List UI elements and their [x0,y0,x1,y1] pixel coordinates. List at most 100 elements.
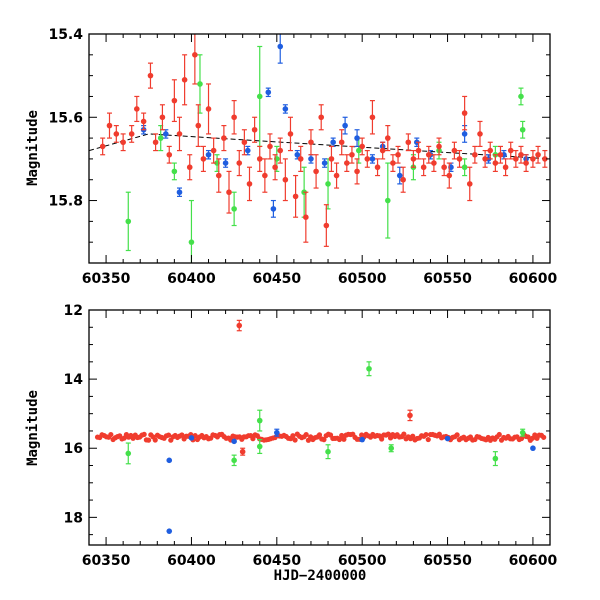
top-red-point [318,114,325,121]
top-red-point [466,181,473,187]
top-red-point [292,193,299,200]
top-blue-point [369,156,376,162]
top-green-point [188,239,195,245]
top-red-point [262,172,268,179]
top-red-point [369,114,376,121]
top-blue-point [294,151,301,158]
bottom-band-point [292,437,298,443]
top-red-point [186,164,193,171]
top-blue-point [163,131,169,137]
bottom-band-point [165,432,172,438]
top-red-point [231,114,237,121]
top-blue-point [461,131,468,137]
top-red-point [195,122,202,129]
top-red-point [535,151,541,158]
top-red-point [384,135,391,141]
bottom-band-point [303,432,309,438]
top-red-point [221,135,227,141]
top-red-point [134,106,140,112]
top-red-point [147,72,154,79]
bottom-band-point [321,437,327,443]
top-red-point [507,147,514,154]
top-green-point [256,93,263,100]
bottom-blue-point [166,457,173,464]
top-red-point [482,156,488,162]
bottom-red-point [407,412,413,419]
top-red-point [128,131,135,137]
top-blue-point [176,189,183,196]
bottom-band-point [541,434,547,440]
top-blue-point [265,89,272,96]
top-green-point [518,93,524,100]
bottom-band-point [145,437,152,443]
top-red-point [106,122,113,129]
bottom-band-point [423,431,429,438]
top-plot-area [89,34,550,263]
top-red-point [323,222,330,229]
top-axes: 60350 60400 60450 60500 60550 60600 15.4 15.6 15… [48,27,557,287]
bottom-x-tick-label: 60500 [338,553,387,569]
top-red-point [523,160,529,166]
top-red-point [461,110,468,116]
bottom-green-point [256,443,263,450]
x-axis-label: HJD−2400000 [274,568,367,584]
top-green-point [384,197,391,204]
top-y-tick-label: 15.6 [48,110,83,126]
top-plot-frame [88,33,551,264]
top-red-point [256,156,263,162]
top-x-tick-label: 60550 [423,271,472,287]
top-blue-point [282,106,289,112]
top-red-point [492,160,499,166]
bottom-band-point [339,432,345,439]
top-red-point [328,156,335,162]
top-blue-point [396,172,403,179]
bottom-band-point [385,431,391,437]
top-green-point [197,81,203,87]
bottom-band-point [336,436,343,443]
top-y-axis-label: Magnitude [25,110,41,186]
top-red-point [140,118,147,125]
bottom-band-point [518,435,525,442]
bottom-y-tick-label: 14 [64,372,84,388]
top-panel: 60350 60400 60450 60500 60550 60600 15.4 15.6 15… [25,27,558,287]
top-blue-point [354,135,360,141]
bottom-blue-point [444,435,451,442]
top-green-point [231,206,237,212]
top-red-point [246,181,253,187]
bottom-plot-area [94,319,547,534]
top-red-point [113,131,120,137]
top-red-point [487,147,494,154]
bottom-x-tick-label: 60350 [82,553,131,569]
top-red-point [99,143,106,150]
top-red-point [287,131,294,137]
bottom-band-point [316,432,323,438]
top-red-point [251,126,258,133]
top-blue-point [342,122,348,129]
top-red-point [349,151,355,158]
top-red-point [215,172,222,179]
top-red-point [472,151,478,158]
top-red-point [410,156,417,162]
bottom-band-point [341,436,347,442]
bottom-blue-point [274,429,280,436]
top-red-point [241,139,248,146]
bottom-x-tick-label: 60450 [252,553,301,569]
top-green-point [355,147,362,154]
top-red-point [333,172,340,179]
top-green-point [125,218,132,225]
top-red-point [176,131,183,137]
bottom-band-point [141,431,147,437]
top-red-point [200,156,207,162]
top-red-point [277,147,284,154]
top-x-tick-label: 60500 [338,271,387,287]
top-red-point [431,160,437,166]
top-red-point [542,156,548,162]
bottom-blue-point [359,436,365,443]
top-red-point [210,147,217,154]
top-green-point [171,168,178,175]
top-red-point [236,160,243,166]
bottom-green-point [256,417,263,424]
top-red-point [374,164,381,171]
bottom-band-point [379,436,385,442]
